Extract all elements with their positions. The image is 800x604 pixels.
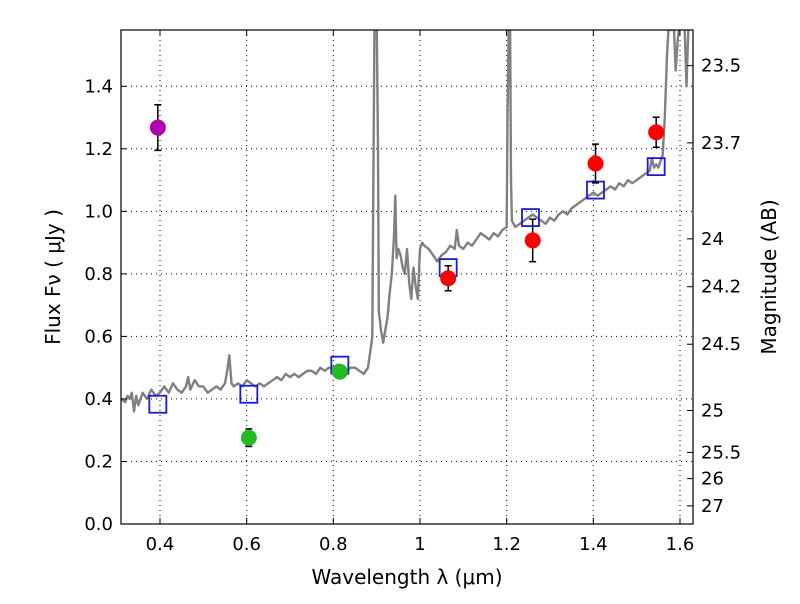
x-tick-label: 1.2 [492, 534, 521, 555]
x-tick-label: 1.6 [666, 534, 695, 555]
y-axis-title: Flux Fν ( μJy ) [41, 209, 65, 345]
y-tick-label: 0.8 [84, 264, 113, 285]
y-tick-label: 0.2 [84, 451, 113, 472]
data-point [331, 363, 348, 380]
model-square-marker [646, 157, 666, 177]
data-point [587, 155, 604, 172]
x-tick-label: 1.4 [579, 534, 608, 555]
y-axis-title-text: Flux Fν ( μJy ) [41, 209, 65, 345]
data-point [648, 124, 665, 141]
marker-layer [148, 103, 666, 448]
y-tick-label: 1.0 [84, 201, 113, 222]
data-point [149, 119, 166, 136]
data-point [440, 270, 457, 287]
right-tick-label: 27 [701, 496, 724, 517]
x-axis-title: Wavelength λ (μm) [311, 565, 502, 589]
x-tick-label: 0.8 [319, 534, 348, 555]
right-tick-label: 23.5 [701, 56, 741, 77]
right-tick-label: 24 [701, 229, 724, 250]
right-tick-label: 23.7 [701, 133, 741, 154]
y-tick-label: 1.4 [84, 76, 113, 97]
right-tick-label: 24.2 [701, 277, 741, 298]
right-tick-label: 24.5 [701, 334, 741, 355]
y-tick-label: 0.0 [84, 514, 113, 535]
right-axis-title-text: Magnitude (AB) [757, 199, 781, 354]
right-tick-label: 25 [701, 401, 724, 422]
y-tick-label: 1.2 [84, 139, 113, 160]
x-tick-label: 0.6 [232, 534, 261, 555]
grid-lines [121, 30, 693, 525]
model-square-marker [239, 384, 259, 404]
right-tick-label: 25.5 [701, 442, 741, 463]
data-point [524, 232, 541, 249]
y-tick-label: 0.4 [84, 389, 113, 410]
data-point [240, 429, 257, 446]
x-axis-title-text: Wavelength λ (μm) [311, 565, 502, 589]
axis-ticks: 0.4 0.6 0.8 1 1.2 1.4 1.6 0.0 0.2 0.4 0.6 0.8 1.0 1.2… [84, 30, 741, 555]
spectrum-line [121, 30, 690, 413]
right-tick-label: 26 [701, 469, 724, 490]
model-square-marker [521, 208, 540, 227]
plot-frame [120, 29, 694, 525]
model-square-marker [148, 394, 168, 414]
x-tick-label: 1 [414, 534, 425, 555]
x-tick-label: 0.4 [146, 534, 175, 555]
y-tick-label: 0.6 [84, 326, 113, 347]
data-layer [121, 30, 690, 413]
right-axis-title: Magnitude (AB) [757, 199, 781, 354]
